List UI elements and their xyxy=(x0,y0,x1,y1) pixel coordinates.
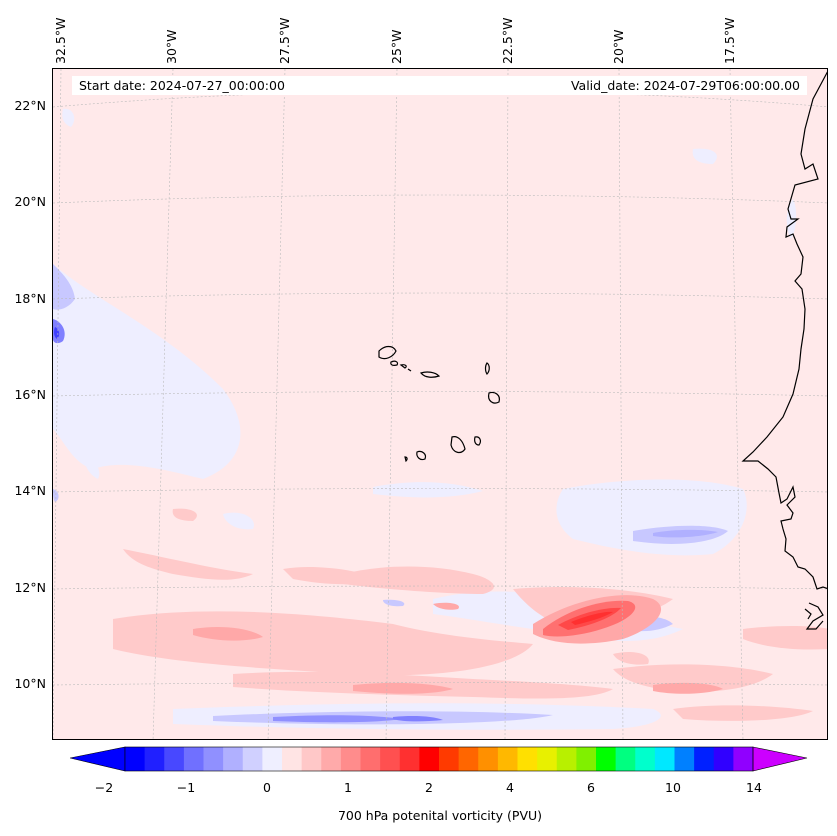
colorbar-tick-label: −1 xyxy=(176,780,196,795)
colorbar-outline xyxy=(124,746,754,772)
colorbar-cell xyxy=(282,747,303,771)
colorbar-cell xyxy=(144,747,165,771)
colorbar-cell xyxy=(713,747,734,771)
colorbar-cell xyxy=(125,747,146,771)
colorbar-cell xyxy=(439,747,460,771)
colorbar-cell xyxy=(340,747,362,771)
lat-label-20n: 20°N xyxy=(14,194,46,209)
colorbar-cell xyxy=(164,747,185,771)
colorbar-tick-label: 2 xyxy=(425,780,433,795)
colorbar-max-extend xyxy=(752,746,808,772)
colorbar-cell xyxy=(478,747,499,771)
colorbar-title: 700 hPa potenital vorticity (PVU) xyxy=(337,808,543,823)
colorbar-cell xyxy=(458,747,479,771)
colorbar-cell xyxy=(321,747,342,771)
lon-label-32-5w: 32.5°W xyxy=(53,17,68,64)
colorbar-tick-label: 6 xyxy=(587,780,595,795)
colorbar-cell xyxy=(674,747,695,771)
colorbar-cell xyxy=(733,747,754,771)
lat-label-18n: 18°N xyxy=(14,291,46,306)
colorbar-cell xyxy=(556,747,577,771)
colorbar-tick-label: 1 xyxy=(344,780,352,795)
colorbar-cell xyxy=(242,747,263,771)
lon-label-17-5w: 17.5°W xyxy=(722,17,737,64)
colorbar-cells xyxy=(125,747,754,771)
valid-date-label: Valid_date: 2024-07-29T06:00:00.00 xyxy=(402,76,807,95)
lat-label-22n: 22°N xyxy=(14,98,46,113)
colorbar-cell xyxy=(576,747,597,771)
colorbar-cell xyxy=(537,747,558,771)
lat-label-12n: 12°N xyxy=(14,580,46,595)
lat-label-10n: 10°N xyxy=(14,676,46,691)
colorbar-cell xyxy=(223,747,244,771)
strong-negative-pv-cores xyxy=(53,319,718,723)
lon-label-22-5w: 22.5°W xyxy=(500,17,515,64)
colorbar-tick-label: 14 xyxy=(746,780,762,795)
strong-positive-pv-core xyxy=(543,600,636,637)
colorbar-cell xyxy=(399,747,420,771)
cape-verde-islands xyxy=(378,345,500,463)
colorbar-cell xyxy=(596,747,617,771)
colorbar-cell xyxy=(301,747,322,771)
colorbar-cell xyxy=(360,747,381,771)
graticule xyxy=(53,69,827,739)
colorbar-cell xyxy=(419,747,440,771)
colorbar-cell xyxy=(694,747,715,771)
colorbar-cell xyxy=(497,747,519,771)
colorbar-cell xyxy=(635,747,656,771)
lat-label-16n: 16°N xyxy=(14,387,46,402)
colorbar-cell xyxy=(654,747,676,771)
start-date-label: Start date: 2024-07-27_00:00:00 xyxy=(72,76,409,95)
colorbar-min-extend xyxy=(70,746,126,772)
colorbar-tick-label: −2 xyxy=(94,780,114,795)
colorbar-tick-label: 0 xyxy=(263,780,271,795)
colorbar-tick-label: 4 xyxy=(506,780,514,795)
colorbar xyxy=(70,746,808,772)
lon-label-20w: 20°W xyxy=(611,29,626,64)
colorbar-cell xyxy=(183,747,205,771)
map-panel xyxy=(52,68,828,740)
lon-label-30w: 30°W xyxy=(164,29,179,64)
colorbar-cell xyxy=(380,747,401,771)
african-coastline xyxy=(741,71,827,630)
colorbar-cell xyxy=(615,747,636,771)
colorbar-tick-label: 10 xyxy=(665,780,681,795)
lon-label-27-5w: 27.5°W xyxy=(277,17,292,64)
colorbar-cell xyxy=(517,747,538,771)
colorbar-cell xyxy=(203,747,224,771)
map-canvas xyxy=(53,69,827,739)
lon-label-25w: 25°W xyxy=(389,29,404,64)
colorbar-cell xyxy=(262,747,283,771)
lat-label-14n: 14°N xyxy=(14,483,46,498)
